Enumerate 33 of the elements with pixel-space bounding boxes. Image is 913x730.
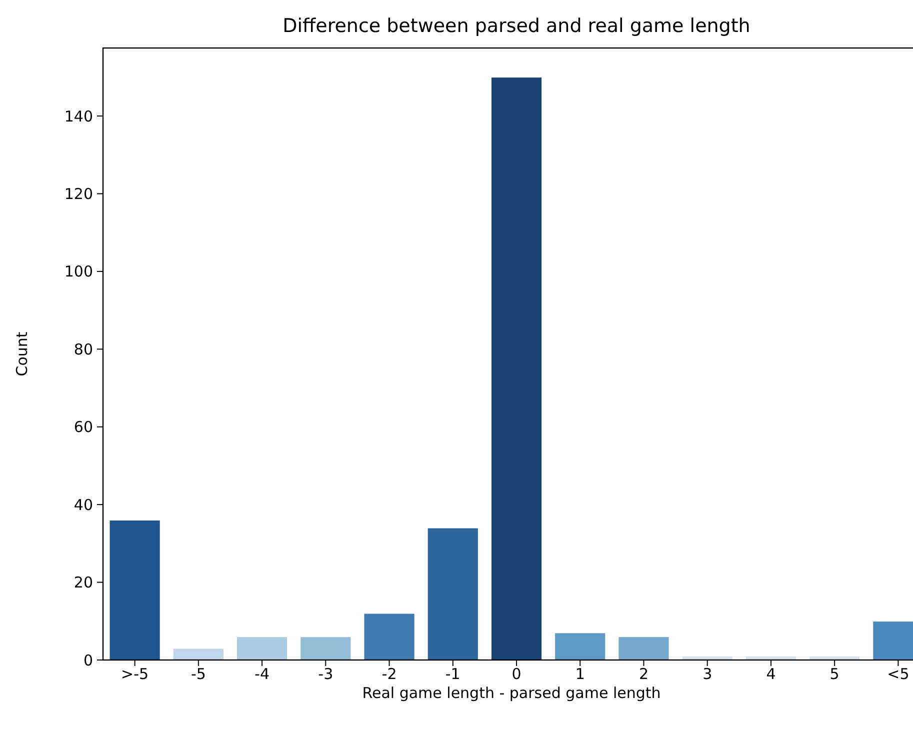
y-tick-label: 40 <box>74 496 93 514</box>
x-tick-label: 3 <box>702 665 712 683</box>
bar <box>618 636 670 660</box>
y-axis-title: Count <box>13 332 31 376</box>
x-axis-title: Real game length - parsed game length <box>362 684 661 702</box>
bar <box>300 636 352 660</box>
x-tick-label: 4 <box>766 665 776 683</box>
y-tick-label: 120 <box>64 184 93 203</box>
x-tick-label: -2 <box>382 665 397 683</box>
y-tick-label: 80 <box>74 340 93 358</box>
y-tick-label: 100 <box>64 262 93 281</box>
bar <box>363 612 416 660</box>
x-tick-label: -1 <box>445 665 460 683</box>
x-tick-label: -4 <box>254 665 270 683</box>
x-tick-label: >-5 <box>121 665 149 683</box>
x-tick-label: 2 <box>638 665 649 683</box>
x-tick-label: <5 <box>887 665 910 683</box>
y-tick-label: 60 <box>74 418 93 436</box>
x-tick-label: 5 <box>830 665 840 683</box>
chart-title: Difference between parsed and real game length <box>282 15 750 37</box>
bar <box>236 636 288 660</box>
x-tick-label: 0 <box>512 665 522 683</box>
bar <box>427 527 479 660</box>
bar <box>554 632 606 660</box>
y-tick-label: 140 <box>64 107 93 126</box>
bar <box>108 520 161 660</box>
bar <box>490 76 542 660</box>
x-tick-label: -5 <box>190 665 206 683</box>
x-tick-label: -3 <box>318 665 334 683</box>
y-tick-label: 20 <box>74 574 93 592</box>
x-tick-label: 1 <box>575 665 585 683</box>
bar <box>172 648 224 660</box>
y-tick-label: 0 <box>83 651 93 670</box>
